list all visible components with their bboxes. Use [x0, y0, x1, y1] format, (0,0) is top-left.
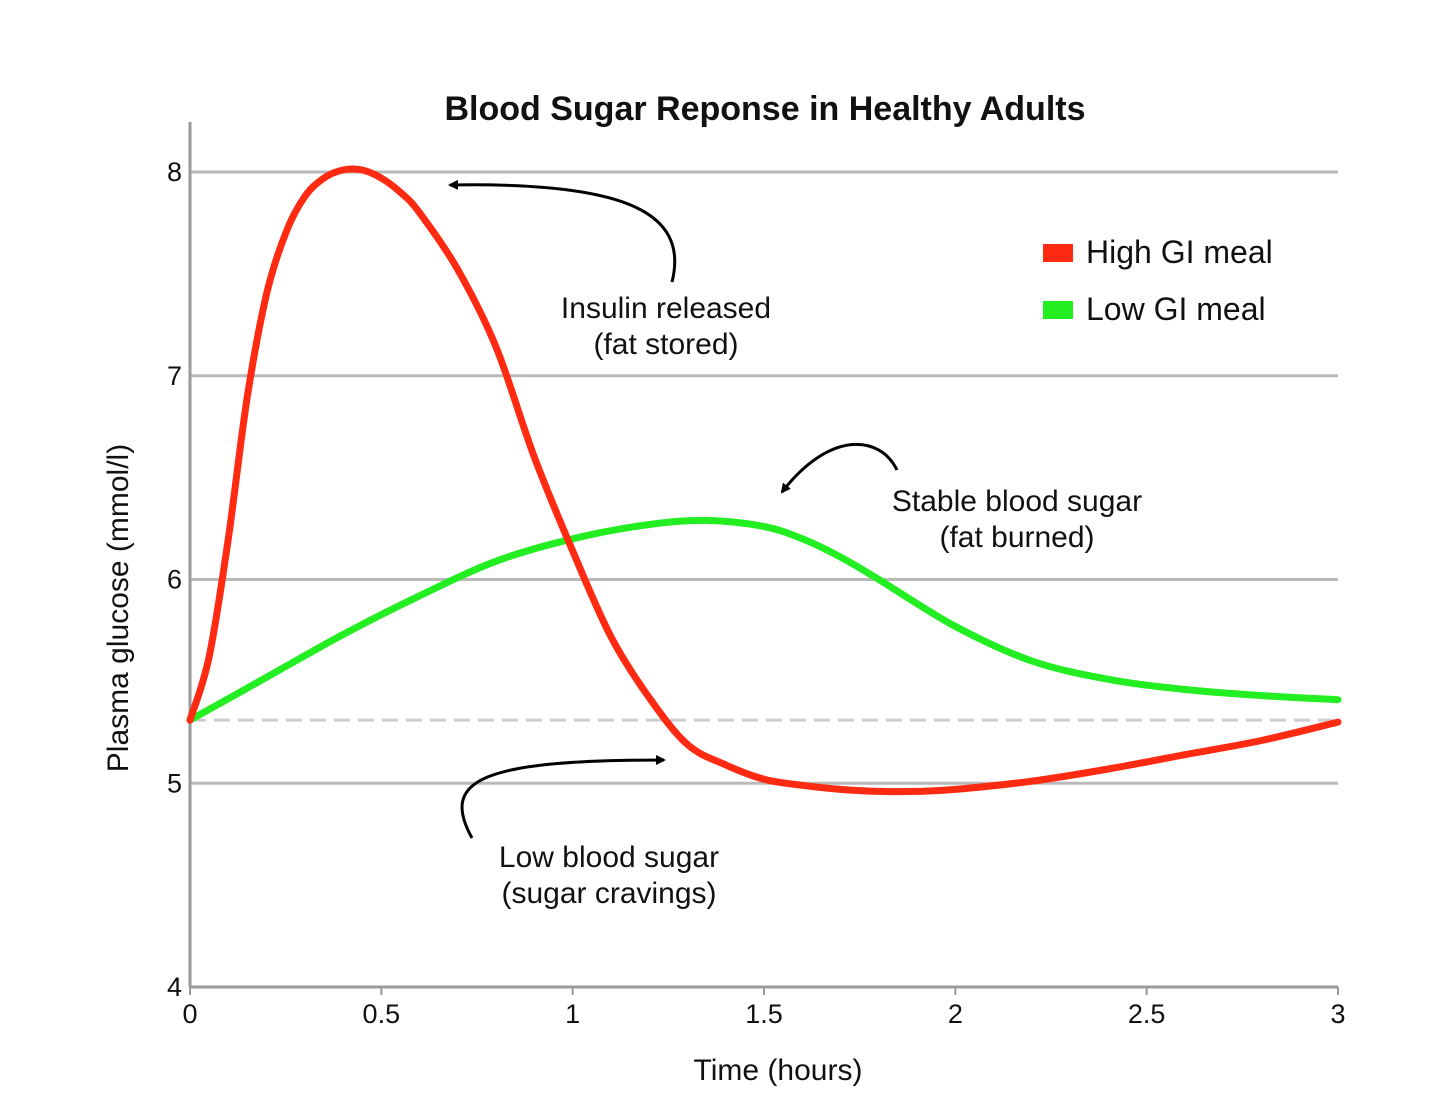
- y-tick-labels: 4 5 6 7 8: [167, 157, 182, 1002]
- legend-swatch-low-gi: [1043, 301, 1073, 319]
- legend-label-low-gi: Low GI meal: [1086, 291, 1266, 327]
- axes: [188, 122, 1339, 995]
- y-tick-label: 7: [167, 361, 182, 391]
- annotation-low: Low blood sugar (sugar cravings): [460, 755, 719, 910]
- series-layer: [186, 165, 1342, 796]
- annotation-stable: Stable blood sugar (fat burned): [780, 442, 1142, 554]
- y-tick-label: 5: [167, 768, 182, 798]
- annotation-insulin-arrow: [448, 179, 677, 283]
- gridlines: [190, 170, 1338, 785]
- x-tick-label: 1: [565, 999, 580, 1029]
- annotation-stable-arrow: [780, 442, 899, 494]
- y-tick-label: 6: [167, 565, 182, 595]
- legend-label-high-gi: High GI meal: [1086, 234, 1273, 270]
- annotation-low-line1: Low blood sugar: [499, 841, 719, 874]
- x-tick-label: 0.5: [363, 999, 401, 1029]
- annotation-stable-line1: Stable blood sugar: [892, 485, 1142, 518]
- x-tick-label: 3: [1330, 999, 1345, 1029]
- annotation-insulin-line2: (fat stored): [593, 328, 738, 361]
- annotation-insulin: Insulin released (fat stored): [448, 179, 771, 361]
- x-axis-label: Time (hours): [694, 1054, 863, 1087]
- x-tick-label: 1.5: [745, 999, 783, 1029]
- annotation-low-line2: (sugar cravings): [501, 877, 716, 910]
- legend: High GI meal Low GI meal: [1043, 234, 1273, 327]
- annotation-low-arrow: [460, 755, 666, 839]
- series-line-high-gi: [186, 165, 1342, 796]
- legend-swatch-high-gi: [1043, 244, 1073, 262]
- y-tick-label: 4: [167, 972, 182, 1002]
- x-tick-labels: 0 0.5 1 1.5 2 2.5 3: [182, 999, 1345, 1029]
- y-tick-label: 8: [167, 157, 182, 187]
- annotation-insulin-line1: Insulin released: [561, 292, 771, 325]
- chart-title: Blood Sugar Reponse in Healthy Adults: [444, 90, 1085, 128]
- y-axis-label: Plasma glucose (mmol/l): [102, 444, 135, 772]
- series-line-low-gi: [186, 516, 1342, 724]
- x-tick-label: 0: [182, 999, 197, 1029]
- x-tick-label: 2.5: [1128, 999, 1166, 1029]
- x-tick-label: 2: [948, 999, 963, 1029]
- annotation-stable-line2: (fat burned): [939, 521, 1094, 554]
